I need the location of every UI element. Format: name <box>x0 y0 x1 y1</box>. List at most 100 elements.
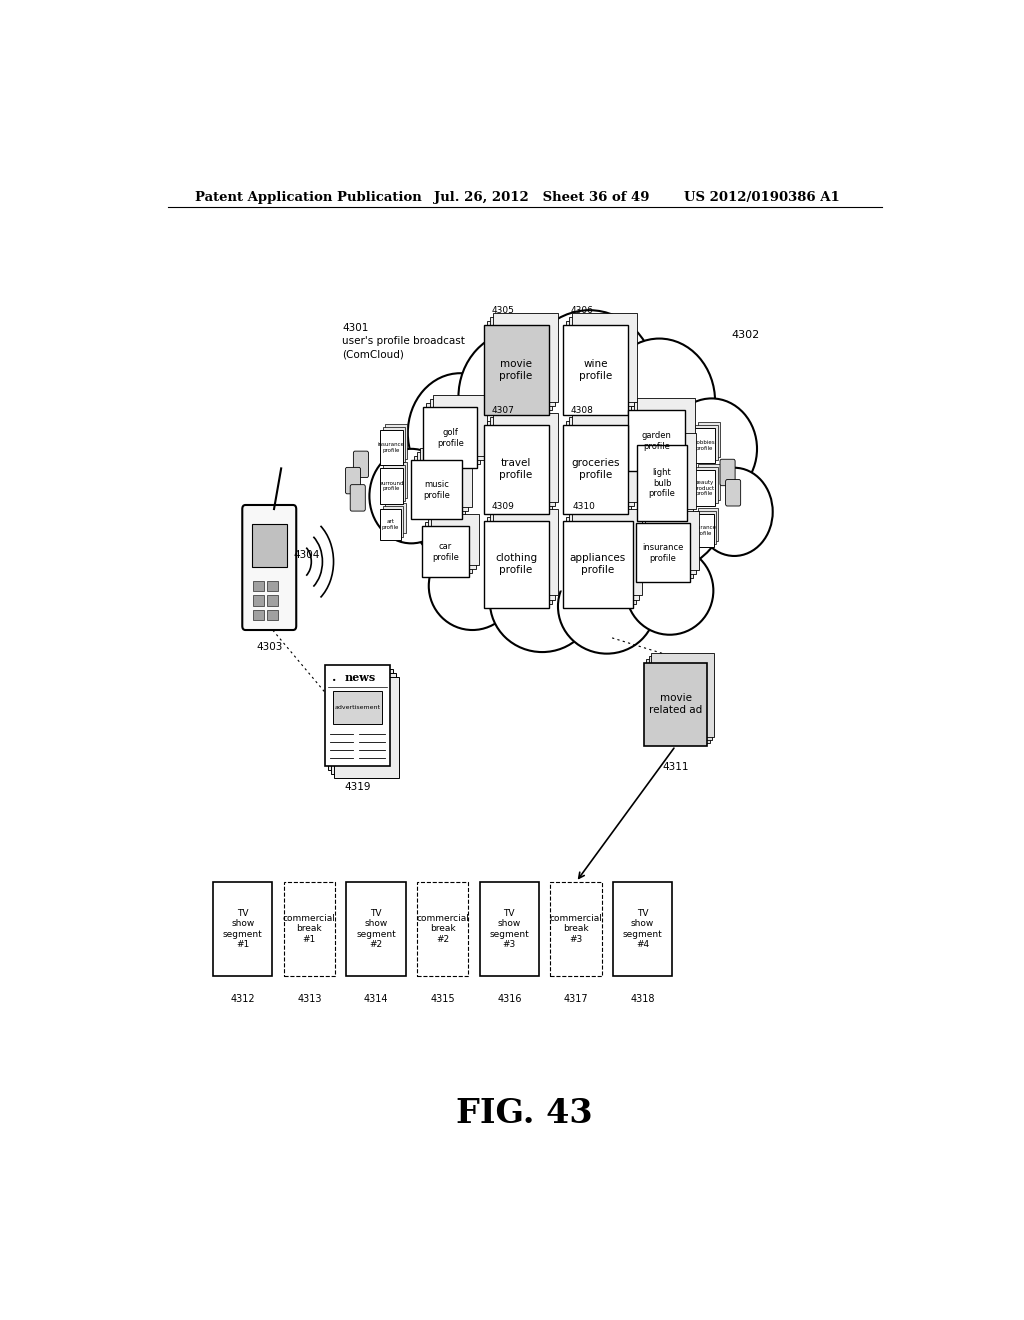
Text: 4317: 4317 <box>563 994 589 1005</box>
Ellipse shape <box>523 310 655 451</box>
Ellipse shape <box>603 338 715 465</box>
FancyBboxPatch shape <box>693 428 715 463</box>
FancyBboxPatch shape <box>383 426 404 462</box>
Text: 4301
user's profile broadcast
(ComCloud): 4301 user's profile broadcast (ComCloud) <box>342 323 465 359</box>
Text: hobbies
profile: hobbies profile <box>693 441 715 450</box>
Ellipse shape <box>489 552 595 652</box>
Text: appliances
profile: appliances profile <box>569 553 626 576</box>
FancyBboxPatch shape <box>331 673 396 775</box>
FancyBboxPatch shape <box>693 470 715 506</box>
FancyBboxPatch shape <box>695 511 716 544</box>
Text: Patent Application Publication: Patent Application Publication <box>196 190 422 203</box>
FancyBboxPatch shape <box>380 510 401 540</box>
Text: art
profile: art profile <box>382 519 399 529</box>
FancyBboxPatch shape <box>417 882 468 975</box>
FancyBboxPatch shape <box>414 457 465 515</box>
Text: car
profile: car profile <box>432 543 459 561</box>
Text: TV
show
segment
#2: TV show segment #2 <box>356 908 396 949</box>
Text: golf
profile: golf profile <box>437 428 464 447</box>
Text: .: . <box>333 672 337 684</box>
FancyBboxPatch shape <box>385 462 408 498</box>
FancyBboxPatch shape <box>697 465 720 500</box>
Ellipse shape <box>416 425 721 582</box>
FancyBboxPatch shape <box>569 417 634 506</box>
FancyBboxPatch shape <box>486 321 552 411</box>
Text: 4316: 4316 <box>497 994 521 1005</box>
FancyBboxPatch shape <box>252 524 287 568</box>
FancyBboxPatch shape <box>566 421 631 510</box>
FancyBboxPatch shape <box>430 399 483 461</box>
FancyBboxPatch shape <box>695 425 718 461</box>
FancyBboxPatch shape <box>639 519 693 578</box>
FancyBboxPatch shape <box>550 882 602 975</box>
FancyBboxPatch shape <box>325 664 390 766</box>
Text: 4305: 4305 <box>492 306 514 315</box>
Text: insurance
profile: insurance profile <box>690 525 717 536</box>
Text: 4315: 4315 <box>430 994 455 1005</box>
FancyBboxPatch shape <box>494 412 558 502</box>
FancyBboxPatch shape <box>284 882 335 975</box>
Ellipse shape <box>370 449 454 544</box>
FancyBboxPatch shape <box>213 882 272 975</box>
FancyBboxPatch shape <box>695 467 718 503</box>
Ellipse shape <box>459 331 581 463</box>
Text: garden
profile: garden profile <box>642 432 672 451</box>
FancyBboxPatch shape <box>636 523 690 582</box>
FancyBboxPatch shape <box>572 510 642 595</box>
Text: 4313: 4313 <box>297 994 322 1005</box>
FancyBboxPatch shape <box>243 506 296 630</box>
Text: TV
show
segment
#4: TV show segment #4 <box>623 908 663 949</box>
FancyBboxPatch shape <box>428 519 475 569</box>
Text: 4304: 4304 <box>293 550 319 560</box>
FancyBboxPatch shape <box>486 421 552 510</box>
FancyBboxPatch shape <box>631 407 688 467</box>
FancyBboxPatch shape <box>642 515 696 574</box>
Ellipse shape <box>429 541 516 630</box>
FancyBboxPatch shape <box>267 595 278 606</box>
FancyBboxPatch shape <box>479 882 539 975</box>
Text: 4318: 4318 <box>631 994 655 1005</box>
FancyBboxPatch shape <box>645 511 699 570</box>
FancyBboxPatch shape <box>380 430 402 466</box>
FancyBboxPatch shape <box>628 411 685 471</box>
Text: FIG. 43: FIG. 43 <box>457 1097 593 1130</box>
FancyBboxPatch shape <box>494 313 558 403</box>
Text: movie
profile: movie profile <box>500 359 532 380</box>
Text: 4312: 4312 <box>230 994 255 1005</box>
FancyBboxPatch shape <box>572 313 638 403</box>
FancyBboxPatch shape <box>494 510 558 595</box>
FancyBboxPatch shape <box>385 424 408 459</box>
FancyBboxPatch shape <box>328 669 393 771</box>
Text: groceries
profile: groceries profile <box>571 458 620 480</box>
FancyBboxPatch shape <box>253 610 264 620</box>
Text: music
profile: music profile <box>423 480 450 500</box>
FancyBboxPatch shape <box>638 399 694 459</box>
Text: 4308: 4308 <box>571 405 594 414</box>
FancyBboxPatch shape <box>651 653 715 737</box>
FancyBboxPatch shape <box>431 515 479 565</box>
Text: movie
related ad: movie related ad <box>649 693 702 715</box>
FancyBboxPatch shape <box>563 521 633 607</box>
Ellipse shape <box>407 417 730 590</box>
FancyBboxPatch shape <box>489 513 555 599</box>
Ellipse shape <box>696 467 773 556</box>
Text: TV
show
segment
#3: TV show segment #3 <box>489 908 529 949</box>
FancyBboxPatch shape <box>380 469 402 504</box>
FancyBboxPatch shape <box>426 404 480 465</box>
FancyBboxPatch shape <box>720 459 735 486</box>
FancyBboxPatch shape <box>353 451 369 478</box>
FancyBboxPatch shape <box>486 517 552 603</box>
FancyBboxPatch shape <box>411 461 462 519</box>
FancyBboxPatch shape <box>422 527 469 577</box>
Ellipse shape <box>667 399 757 499</box>
FancyBboxPatch shape <box>569 317 634 407</box>
FancyBboxPatch shape <box>697 508 719 541</box>
FancyBboxPatch shape <box>697 421 720 457</box>
FancyBboxPatch shape <box>334 677 399 779</box>
FancyBboxPatch shape <box>563 325 628 414</box>
FancyBboxPatch shape <box>433 395 486 457</box>
FancyBboxPatch shape <box>417 453 468 511</box>
FancyBboxPatch shape <box>253 595 264 606</box>
Text: 4310: 4310 <box>572 502 595 511</box>
FancyBboxPatch shape <box>693 515 714 546</box>
